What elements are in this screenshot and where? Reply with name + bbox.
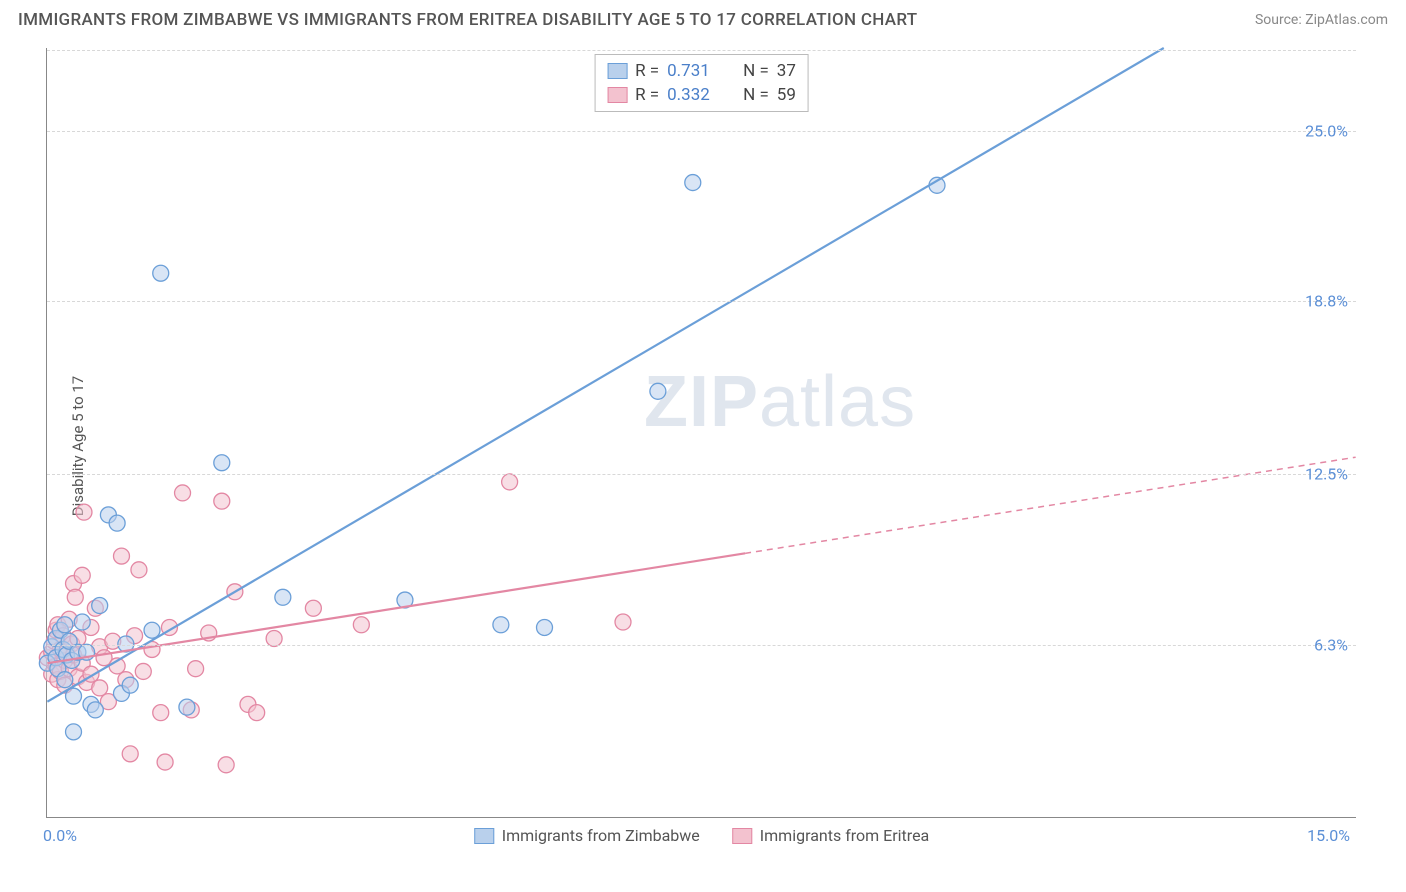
swatch-eritrea <box>732 828 752 844</box>
source-label: Source: ZipAtlas.com <box>1255 12 1388 28</box>
y-tick-label: 12.5% <box>1305 465 1348 484</box>
legend-item-zimbabwe: Immigrants from Zimbabwe <box>474 826 700 845</box>
r-value-zimbabwe: 0.731 <box>667 61 723 81</box>
gridline <box>47 301 1356 302</box>
y-tick-label: 18.8% <box>1305 292 1348 311</box>
chart-title: IMMIGRANTS FROM ZIMBABWE VS IMMIGRANTS F… <box>18 10 917 30</box>
chart-area: ZIPatlas R = 0.731 N = 37 R = 0.332 N = … <box>46 48 1356 818</box>
gridline <box>47 474 1356 475</box>
swatch-zimbabwe <box>607 63 627 79</box>
swatch-zimbabwe <box>474 828 494 844</box>
x-tick-label: 0.0% <box>43 826 77 845</box>
n-value-eritrea: 59 <box>777 85 796 105</box>
r-value-eritrea: 0.332 <box>667 85 723 105</box>
correlation-legend: R = 0.731 N = 37 R = 0.332 N = 59 <box>594 54 809 112</box>
n-value-zimbabwe: 37 <box>777 61 796 81</box>
legend-label-eritrea: Immigrants from Eritrea <box>760 826 929 845</box>
legend-item-eritrea: Immigrants from Eritrea <box>732 826 929 845</box>
legend-label-zimbabwe: Immigrants from Zimbabwe <box>502 826 700 845</box>
legend-row-eritrea: R = 0.332 N = 59 <box>607 83 796 107</box>
x-tick-label: 15.0% <box>1307 826 1350 845</box>
gridline <box>47 645 1356 646</box>
y-tick-label: 25.0% <box>1305 121 1348 140</box>
legend-row-zimbabwe: R = 0.731 N = 37 <box>607 59 796 83</box>
header-bar: IMMIGRANTS FROM ZIMBABWE VS IMMIGRANTS F… <box>0 0 1406 36</box>
plot-svg <box>47 48 1356 817</box>
gridline <box>47 50 1356 51</box>
gridline <box>47 131 1356 132</box>
series-legend: Immigrants from Zimbabwe Immigrants from… <box>474 826 930 845</box>
swatch-eritrea <box>607 87 627 103</box>
y-tick-label: 6.3% <box>1314 635 1348 654</box>
